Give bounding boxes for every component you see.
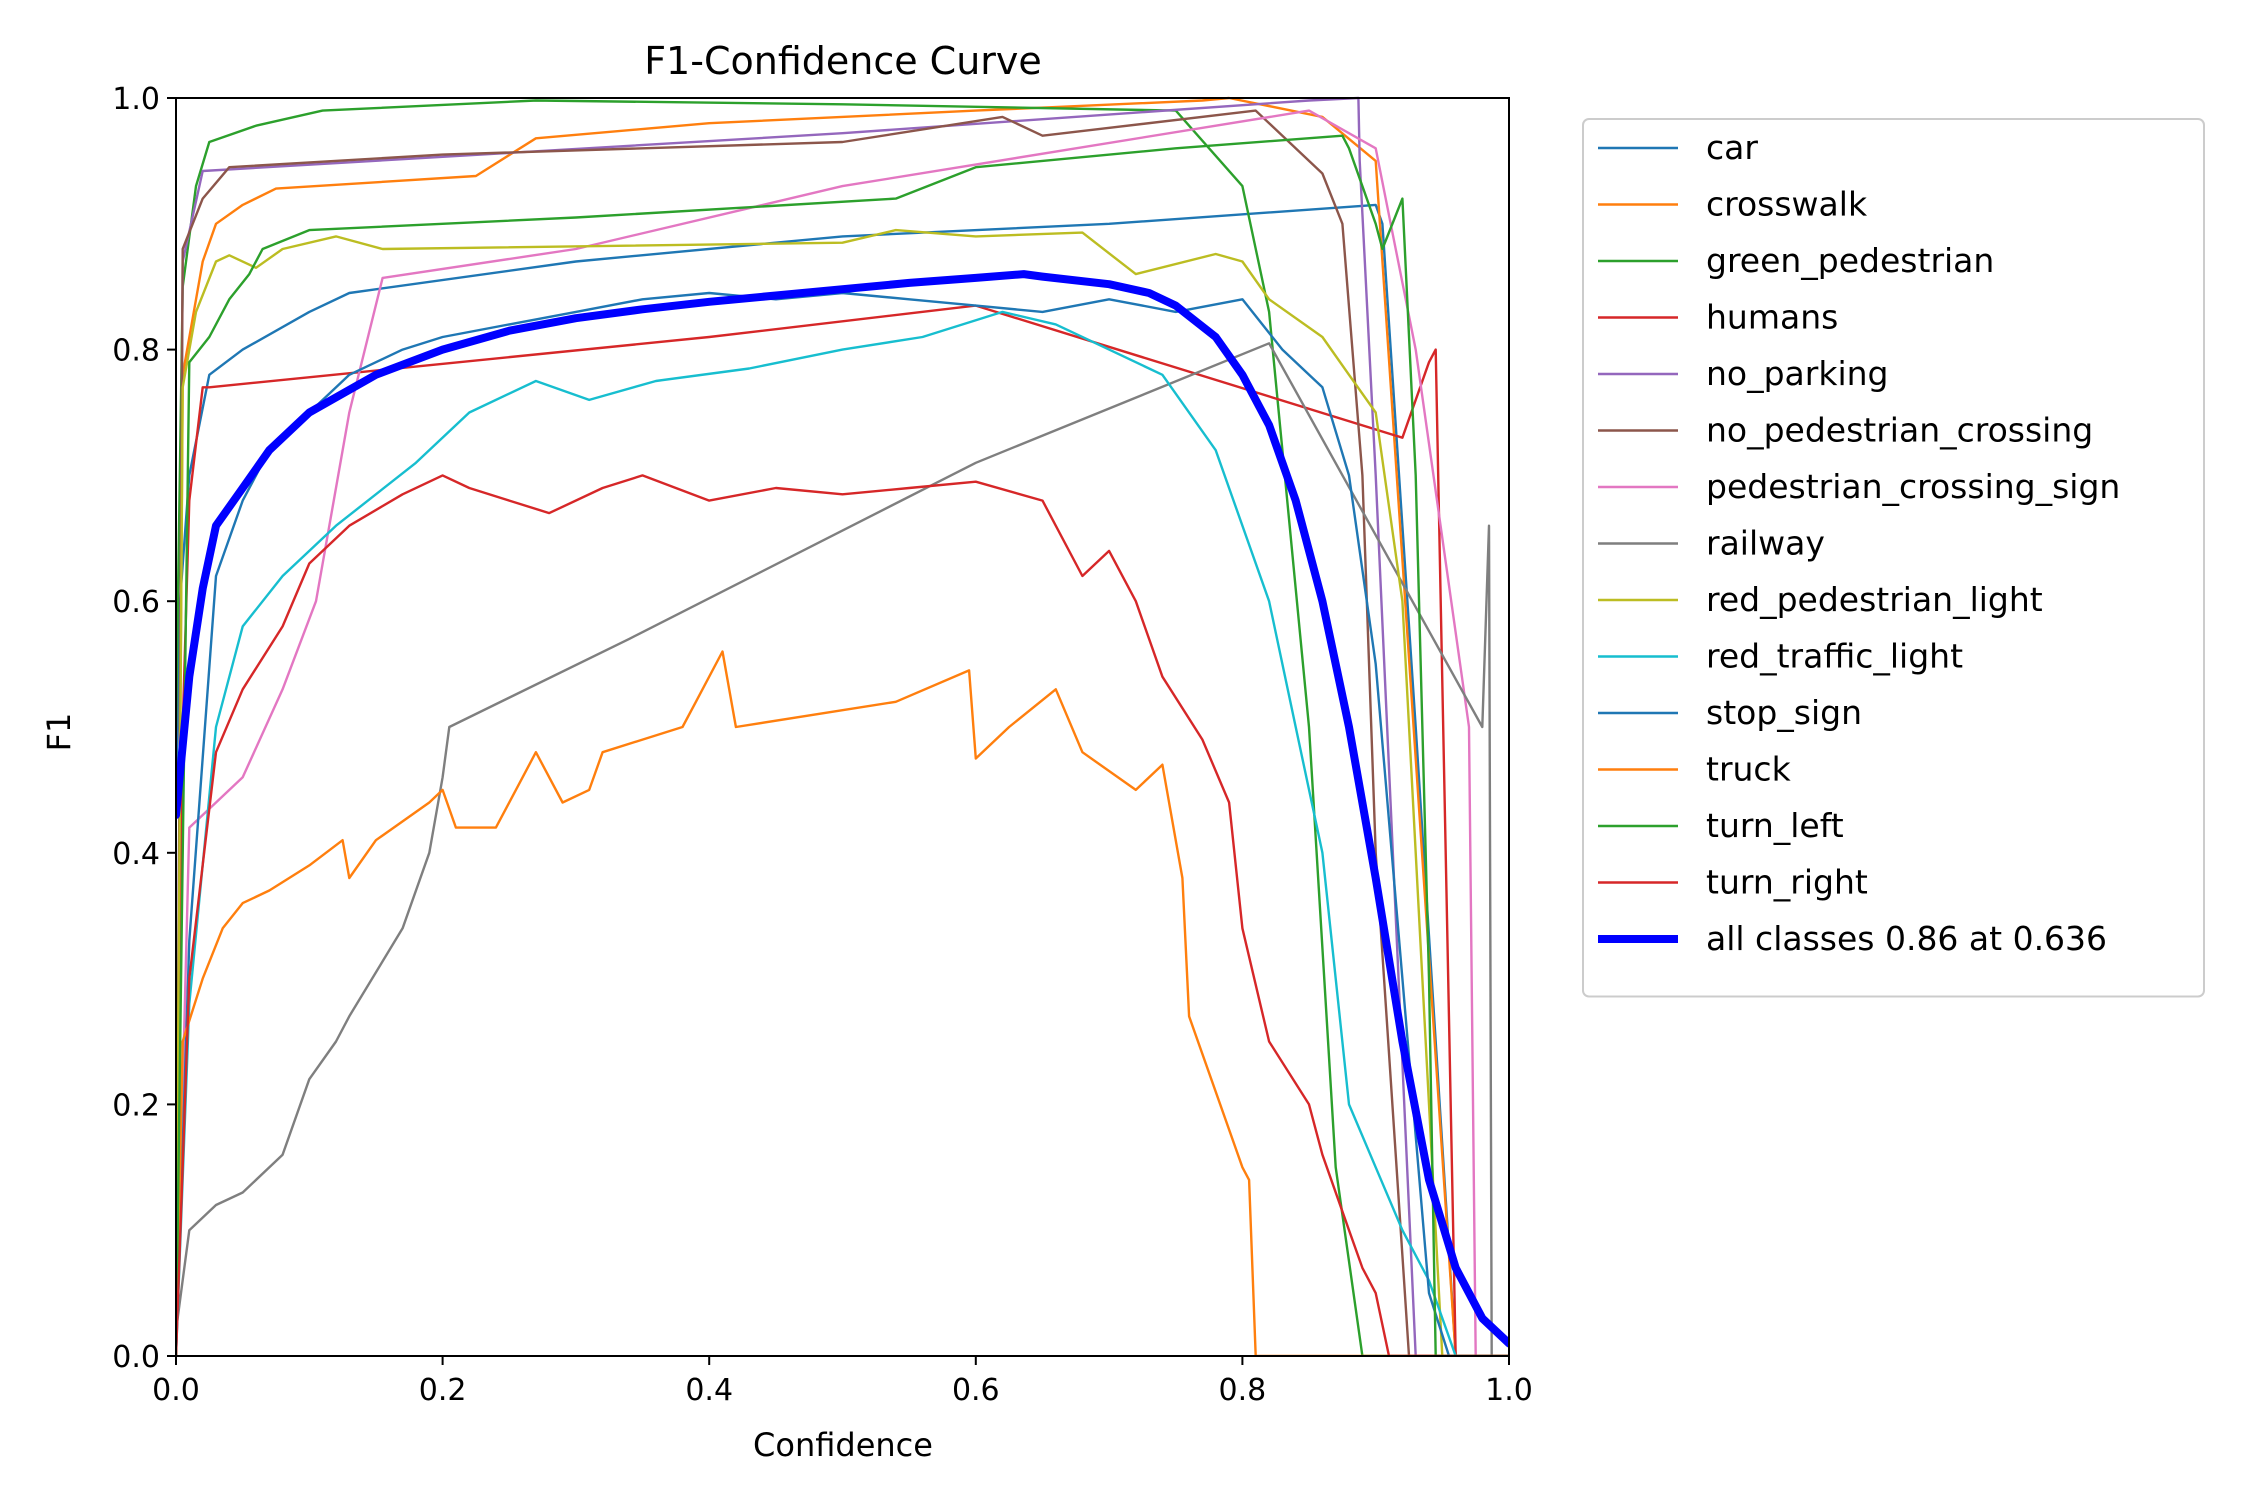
legend-label-no-parking: no_parking (1706, 354, 1888, 393)
x-tick-label: 1.0 (1485, 1373, 1533, 1408)
legend-label-railway: railway (1706, 524, 1825, 563)
x-tick-label: 0.4 (685, 1373, 733, 1408)
series-line-all-classes-0-86-at-0-636 (176, 270, 1509, 1348)
x-axis-label: Confidence (753, 1426, 933, 1464)
y-tick-label: 0.8 (112, 334, 160, 369)
x-axis: 0.0 0.2 0.4 0.6 0.8 1.0 (152, 1356, 1533, 1408)
series-line-turn-right (176, 474, 1509, 1356)
series-line-green-pedestrian (176, 99, 1509, 1356)
x-tick-label: 0.8 (1219, 1373, 1267, 1408)
x-tick-label: 0.0 (152, 1373, 200, 1408)
legend-label-truck: truck (1706, 750, 1792, 789)
y-tick-label: 0.2 (112, 1088, 160, 1123)
y-axis: 0.0 0.2 0.4 0.6 0.8 1.0 (112, 82, 176, 1375)
x-tick-label: 0.2 (419, 1373, 467, 1408)
series-line-pedestrian-crossing-sign (176, 109, 1509, 1356)
legend-label-stop-sign: stop_sign (1706, 693, 1862, 732)
series-line-red-pedestrian-light (176, 228, 1509, 1356)
legend-label-red-traffic-light: red_traffic_light (1706, 637, 1963, 676)
legend-label-pedestrian-crossing-sign: pedestrian_crossing_sign (1706, 467, 2120, 506)
legend-label-car: car (1706, 128, 1758, 167)
legend-label-red-pedestrian-light: red_pedestrian_light (1706, 580, 2043, 619)
legend-frame (1582, 118, 2205, 998)
series-line-railway (176, 342, 1509, 1356)
legend-label-turn-right: turn_right (1706, 863, 1868, 902)
legend-label-no-pedestrian-crossing: no_pedestrian_crossing (1706, 411, 2093, 450)
chart-title: F1-Confidence Curve (644, 39, 1042, 83)
series-line-crosswalk (176, 96, 1509, 1356)
series-line-truck (176, 650, 1509, 1356)
legend-label-humans: humans (1706, 298, 1838, 337)
y-tick-label: 0.6 (112, 585, 160, 620)
legend-label-green-pedestrian: green_pedestrian (1706, 241, 1994, 280)
y-tick-label: 0.4 (112, 837, 160, 872)
legend-label-turn-left: turn_left (1706, 806, 1844, 845)
series-line-turn-left (176, 134, 1509, 1356)
y-tick-label: 0.0 (112, 1340, 160, 1375)
series-line-red-traffic-light (176, 310, 1509, 1356)
legend-label-all-classes-0-86-at-0-636: all classes 0.86 at 0.636 (1706, 919, 2107, 958)
series-line-no-parking (176, 96, 1509, 1356)
y-tick-label: 1.0 (112, 82, 160, 117)
plot-frame (175, 97, 1510, 1357)
x-tick-label: 0.6 (952, 1373, 1000, 1408)
series-line-no-pedestrian-crossing (176, 109, 1509, 1356)
series-layer (176, 96, 1509, 1356)
legend-label-crosswalk: crosswalk (1706, 185, 1868, 224)
y-axis-label: F1 (40, 713, 78, 752)
